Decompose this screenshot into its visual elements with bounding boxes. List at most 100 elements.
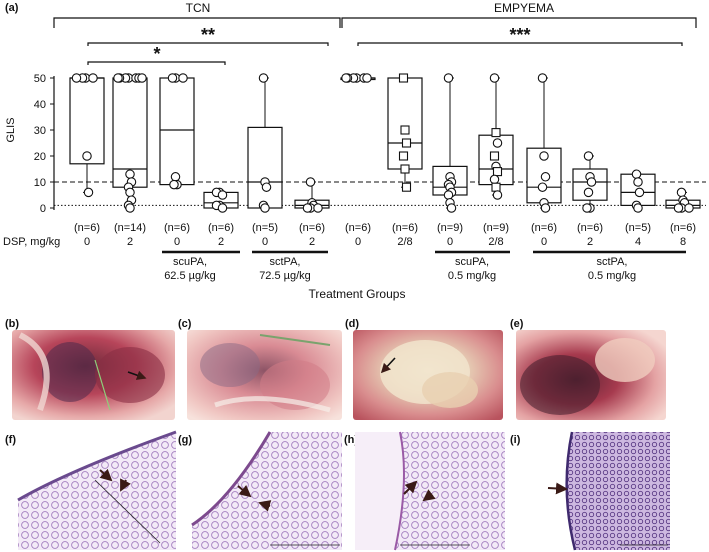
box-group-10 [478, 73, 514, 200]
arrow-b [127, 370, 147, 380]
dsp-value-6: 2 [309, 236, 315, 248]
data-point [539, 151, 549, 161]
dsp-values: 0 2 0 2 0 2 0 2/8 0 2/8 0 2 4 8 [84, 236, 686, 248]
y-tick-label-40: 40 [34, 99, 46, 111]
data-point [492, 138, 503, 148]
photo-c [187, 330, 342, 420]
data-point [582, 203, 592, 213]
n-label-6: (n=6) [299, 222, 325, 234]
panel-d-label: (d) [345, 318, 359, 330]
data-point [492, 190, 503, 200]
data-point [305, 177, 316, 187]
significance-label-3: *** [509, 25, 530, 45]
data-point [313, 203, 323, 213]
n-labels: (n=6) (n=14) (n=6) (n=6) (n=5) (n=6) (n=6) (n=6… [74, 222, 696, 234]
panel-c-label: (c) [178, 318, 192, 330]
bracket-tcn [53, 17, 341, 28]
arrow-f [99, 468, 113, 482]
data-point [583, 151, 594, 161]
treatment-2-line2: 72.5 µg/kg [259, 270, 311, 282]
data-point [398, 151, 409, 161]
box-group-14 [665, 187, 701, 213]
data-point [258, 73, 269, 83]
photo-d [353, 330, 503, 420]
data-point [586, 177, 597, 187]
data-point [491, 182, 501, 192]
panel-a-label: (a) [5, 2, 19, 14]
dsp-value-2: 2 [127, 236, 133, 248]
data-point [401, 138, 412, 148]
n-label-7: (n=6) [345, 222, 371, 234]
treatment-1-line1: scuPA, [173, 256, 207, 268]
n-label-10: (n=9) [483, 222, 509, 234]
box-group-1 [69, 73, 105, 198]
treatment-3-line1: scuPA, [455, 256, 489, 268]
significance-label-1: ** [201, 25, 215, 45]
n-label-1: (n=6) [74, 222, 100, 234]
data-point [540, 172, 551, 182]
data-point [443, 190, 454, 200]
dsp-value-1: 0 [84, 236, 90, 248]
dsp-value-12: 2 [587, 236, 593, 248]
data-point [400, 164, 410, 174]
data-point [88, 73, 98, 83]
treatment-3-line2: 0.5 mg/kg [448, 270, 496, 282]
arrow-g [237, 484, 252, 498]
y-tick-label-10: 10 [34, 177, 46, 189]
box [247, 126, 283, 209]
box-group-9 [432, 73, 468, 213]
box-group-6 [294, 177, 330, 213]
significance-bar-3 [357, 42, 683, 46]
data-point [631, 169, 642, 179]
bracket-empyema [341, 17, 697, 28]
data-point [489, 73, 500, 83]
n-label-11: (n=6) [531, 222, 557, 234]
data-point [492, 167, 503, 177]
data-point [540, 203, 551, 213]
data-point [71, 73, 82, 83]
panel-b-label: (b) [5, 318, 19, 330]
panel-f-label: (f) [5, 434, 16, 446]
treatment-4-line1: sctPA, [597, 256, 628, 268]
data-point [82, 151, 92, 161]
dsp-label: DSP, mg/kg [3, 236, 60, 248]
data-point [125, 169, 135, 179]
data-point [260, 203, 270, 213]
group-title-tcn: TCN [186, 1, 211, 15]
histology-h [355, 431, 505, 551]
treatment-4-line2: 0.5 mg/kg [588, 270, 636, 282]
data-point [170, 172, 181, 182]
histology-g [191, 431, 342, 550]
box-group-8 [387, 73, 423, 192]
arrow-i [547, 482, 568, 495]
data-point [169, 179, 179, 190]
dsp-value-13: 4 [635, 236, 641, 248]
data-point [398, 73, 409, 83]
data-point [400, 125, 410, 135]
treatment-1-line2: 62.5 µg/kg [164, 270, 216, 282]
dsp-value-4: 2 [218, 236, 224, 248]
y-tick-label-30: 30 [34, 125, 46, 137]
data-point [362, 73, 372, 83]
dsp-value-3: 0 [174, 236, 180, 248]
data-point [684, 203, 694, 213]
y-tick-label-50: 50 [34, 73, 46, 85]
data-point [125, 203, 135, 213]
data-point [446, 203, 457, 213]
data-point [113, 73, 123, 83]
box-group-2 [112, 73, 148, 213]
treatment-2-line1: sctPA, [270, 256, 301, 268]
box-group-13 [620, 169, 656, 213]
data-point [178, 73, 188, 83]
y-tick-label-20: 20 [34, 151, 46, 163]
data-point [137, 73, 147, 83]
data-point [167, 73, 178, 83]
x-axis-label: Treatment Groups [309, 287, 406, 301]
n-label-9: (n=9) [437, 222, 463, 234]
dsp-value-11: 0 [541, 236, 547, 248]
data-point [489, 174, 500, 185]
data-point [633, 203, 643, 213]
data-point [443, 73, 454, 83]
dsp-value-9: 0 [447, 236, 453, 248]
data-point [676, 187, 687, 198]
